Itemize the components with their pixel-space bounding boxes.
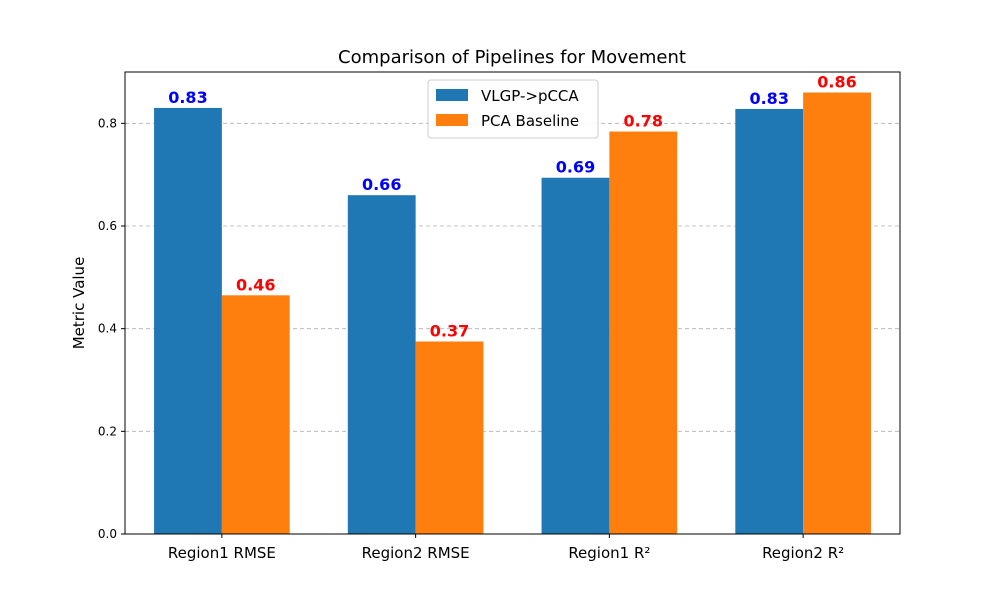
bar bbox=[415, 341, 484, 534]
legend-swatch bbox=[436, 89, 468, 101]
x-tick-label: Region1 RMSE bbox=[168, 544, 276, 562]
legend-swatch bbox=[436, 114, 468, 126]
bar bbox=[735, 108, 804, 535]
legend-label: PCA Baseline bbox=[481, 112, 579, 130]
bar bbox=[609, 131, 678, 534]
data-label: 0.66 bbox=[362, 175, 401, 194]
bar bbox=[154, 107, 222, 534]
bars bbox=[154, 92, 871, 535]
legend: VLGP->pCCA PCA Baseline bbox=[427, 79, 599, 139]
y-tick-label: 0.4 bbox=[98, 322, 117, 336]
data-label: 0.83 bbox=[749, 89, 788, 108]
y-tick-label: 0.2 bbox=[98, 424, 117, 438]
data-labels: 0.83 0.46 0.66 0.37 0.69 0.78 0.83 0.86 bbox=[168, 73, 857, 341]
x-tick-label: Region2 RMSE bbox=[362, 544, 470, 562]
data-label: 0.69 bbox=[556, 158, 595, 177]
legend-label: VLGP->pCCA bbox=[481, 87, 579, 105]
bar bbox=[221, 295, 290, 534]
data-label: 0.86 bbox=[817, 73, 856, 92]
y-axis-ticks: 0.0 0.2 0.4 0.6 0.8 bbox=[98, 116, 125, 541]
data-label: 0.46 bbox=[236, 275, 275, 294]
chart-title: Comparison of Pipelines for Movement bbox=[338, 47, 686, 68]
legend-frame bbox=[427, 79, 599, 139]
x-axis-ticks: Region1 RMSE Region2 RMSE Region1 R² Region… bbox=[168, 534, 844, 562]
y-axis-label: Metric Value bbox=[70, 257, 88, 350]
data-label: 0.37 bbox=[430, 322, 469, 341]
x-tick-label: Region2 R² bbox=[762, 544, 844, 562]
bar bbox=[347, 195, 416, 534]
bar bbox=[803, 92, 871, 535]
y-tick-label: 0.8 bbox=[98, 116, 117, 130]
data-label: 0.78 bbox=[624, 112, 663, 131]
y-tick-label: 0.0 bbox=[98, 527, 117, 541]
y-tick-label: 0.6 bbox=[98, 219, 117, 233]
x-tick-label: Region1 R² bbox=[568, 544, 650, 562]
plot-frame bbox=[124, 71, 901, 535]
data-label: 0.83 bbox=[168, 88, 207, 107]
bar bbox=[541, 177, 610, 534]
